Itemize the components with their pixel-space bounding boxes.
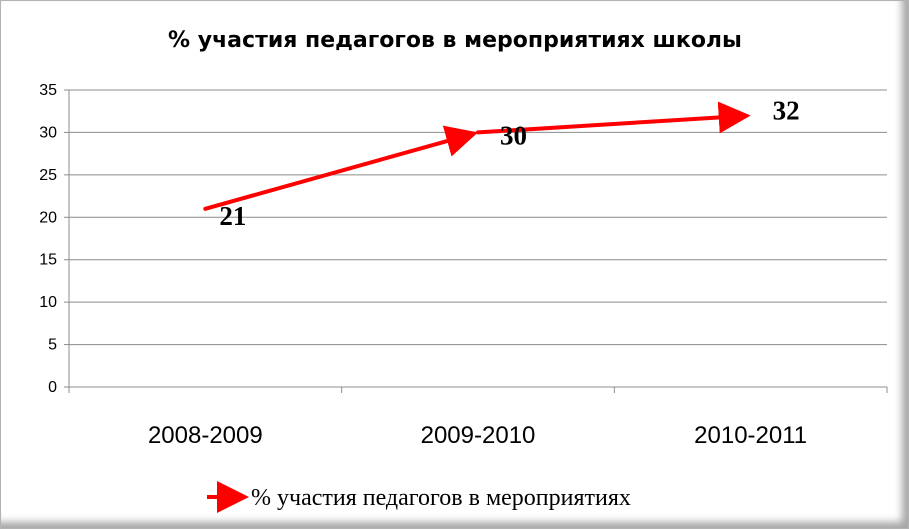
chart-title: % участия педагогов в мероприятиях школы — [168, 28, 742, 53]
y-tick-label: 35 — [39, 82, 57, 99]
series-segment — [476, 101, 751, 135]
axes — [64, 89, 888, 393]
x-tick-label: 2009-2010 — [421, 422, 536, 449]
gridlines — [69, 89, 887, 346]
legend-label: % участия педагогов в мероприятиях — [251, 485, 631, 511]
y-tick-labels: 0 5 10 15 20 25 30 35 — [39, 82, 57, 396]
legend: % участия педагогов в мероприятиях — [207, 481, 631, 513]
y-tick-label: 25 — [39, 167, 57, 184]
x-tick-label: 2008-2009 — [148, 422, 263, 449]
data-label: 21 — [219, 201, 246, 231]
y-tick-label: 0 — [48, 379, 57, 396]
series-segment — [203, 125, 479, 211]
series-lines — [203, 101, 751, 211]
x-tick-labels: 2008-2009 2009-2010 2010-2011 — [148, 422, 807, 449]
data-labels: 21 30 32 — [219, 95, 799, 230]
y-tick-label: 30 — [39, 124, 57, 141]
y-tick-label: 10 — [39, 294, 57, 311]
data-label: 30 — [500, 120, 527, 150]
y-tick-label: 15 — [39, 252, 57, 269]
y-tick-label: 20 — [39, 209, 57, 226]
y-tick-label: 5 — [48, 337, 57, 354]
data-label: 32 — [773, 95, 800, 125]
x-tick-label: 2010-2011 — [694, 422, 807, 449]
